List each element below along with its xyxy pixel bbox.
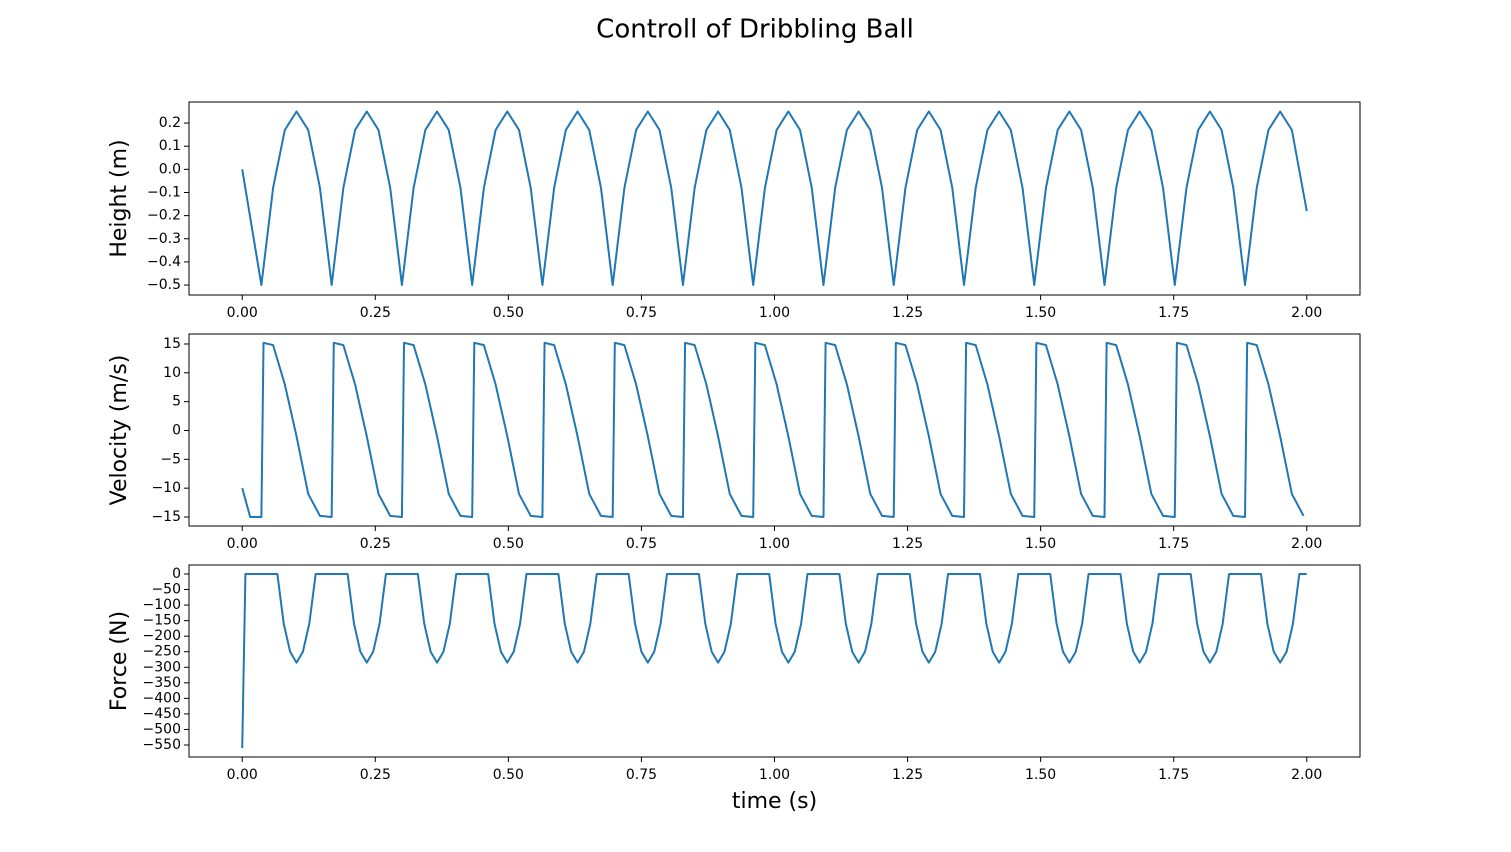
y-tick-label: −550 (143, 737, 181, 753)
y-tick-label: −0.3 (147, 231, 181, 247)
x-tick-label: 0.75 (626, 305, 657, 321)
data-line (241, 341, 1305, 518)
x-tick-label: 1.25 (892, 536, 923, 552)
x-tick-label: 0.00 (227, 305, 258, 321)
x-tick-label: 0.50 (493, 536, 524, 552)
x-tick-label: 2.00 (1291, 536, 1322, 552)
y-tick-label: −0.2 (147, 208, 181, 224)
y-tick-label: −500 (143, 721, 181, 737)
y-tick-label: 0.2 (159, 115, 181, 131)
y-tick-label: 15 (163, 336, 181, 352)
y-tick-label: −0.5 (147, 277, 181, 293)
y-tick-label: −350 (143, 675, 181, 691)
y-tick-label: −100 (143, 597, 181, 613)
data-line (241, 110, 1308, 287)
y-tick-label: 0 (172, 422, 181, 438)
x-tick-label: 1.25 (892, 305, 923, 321)
y-tick-label: −400 (143, 690, 181, 706)
x-tick-label: 0.75 (626, 767, 657, 783)
subplot: 0.00 0.25 0.50 0.75 1.00 1.25 1.50 1.75 2.00 −15 −… (107, 333, 1361, 552)
x-tick-label: 0.50 (493, 305, 524, 321)
y-tick-label: −450 (143, 706, 181, 722)
y-tick-label: −15 (151, 509, 181, 525)
x-tick-label: 2.00 (1291, 305, 1322, 321)
y-tick-label: 0 (172, 566, 181, 582)
x-tick-label: 0.25 (360, 767, 391, 783)
y-axis-label: Height (m) (107, 139, 132, 257)
x-tick-label: 1.00 (759, 536, 790, 552)
y-tick-label: −150 (143, 613, 181, 629)
data-line (241, 572, 1307, 749)
subplot: 0.00 0.25 0.50 0.75 1.00 1.25 1.50 1.75 2.00 −0.5… (107, 101, 1361, 321)
x-tick-label: 0.50 (493, 767, 524, 783)
y-tick-label: −200 (143, 628, 181, 644)
x-tick-label: 0.75 (626, 536, 657, 552)
y-axis-label: Velocity (m/s) (107, 355, 132, 506)
x-tick-label: 1.50 (1025, 305, 1056, 321)
x-tick-label: 2.00 (1291, 767, 1322, 783)
y-tick-label: 0.0 (159, 161, 181, 177)
y-tick-label: −0.4 (147, 254, 181, 270)
y-tick-label: −10 (151, 480, 181, 496)
y-tick-label: −250 (143, 644, 181, 660)
x-tick-label: 0.25 (360, 305, 391, 321)
x-tick-label: 1.75 (1158, 767, 1189, 783)
x-tick-label: 1.75 (1158, 305, 1189, 321)
x-tick-label: 1.50 (1025, 767, 1056, 783)
y-tick-label: −50 (151, 582, 181, 598)
x-tick-label: 0.25 (360, 536, 391, 552)
x-tick-label: 1.00 (759, 305, 790, 321)
y-tick-label: −300 (143, 659, 181, 675)
y-tick-label: 0.1 (159, 138, 181, 154)
x-tick-label: 0.00 (227, 767, 258, 783)
y-tick-label: 5 (172, 394, 181, 410)
x-tick-label: 1.00 (759, 767, 790, 783)
axes-frame (188, 564, 1361, 758)
x-tick-label: 1.50 (1025, 536, 1056, 552)
y-axis-label: Force (N) (107, 611, 132, 711)
y-tick-label: −5 (160, 451, 181, 467)
x-tick-label: 1.25 (892, 767, 923, 783)
y-tick-label: 10 (163, 365, 181, 381)
x-tick-label: 1.75 (1158, 536, 1189, 552)
figure-title: Controll of Dribbling Ball (596, 15, 914, 45)
x-axis-label: time (s) (732, 789, 817, 814)
x-tick-label: 0.00 (227, 536, 258, 552)
subplot: 0.00 0.25 0.50 0.75 1.00 1.25 1.50 1.75 2.00 −550… (107, 564, 1361, 814)
y-tick-label: −0.1 (147, 184, 181, 200)
